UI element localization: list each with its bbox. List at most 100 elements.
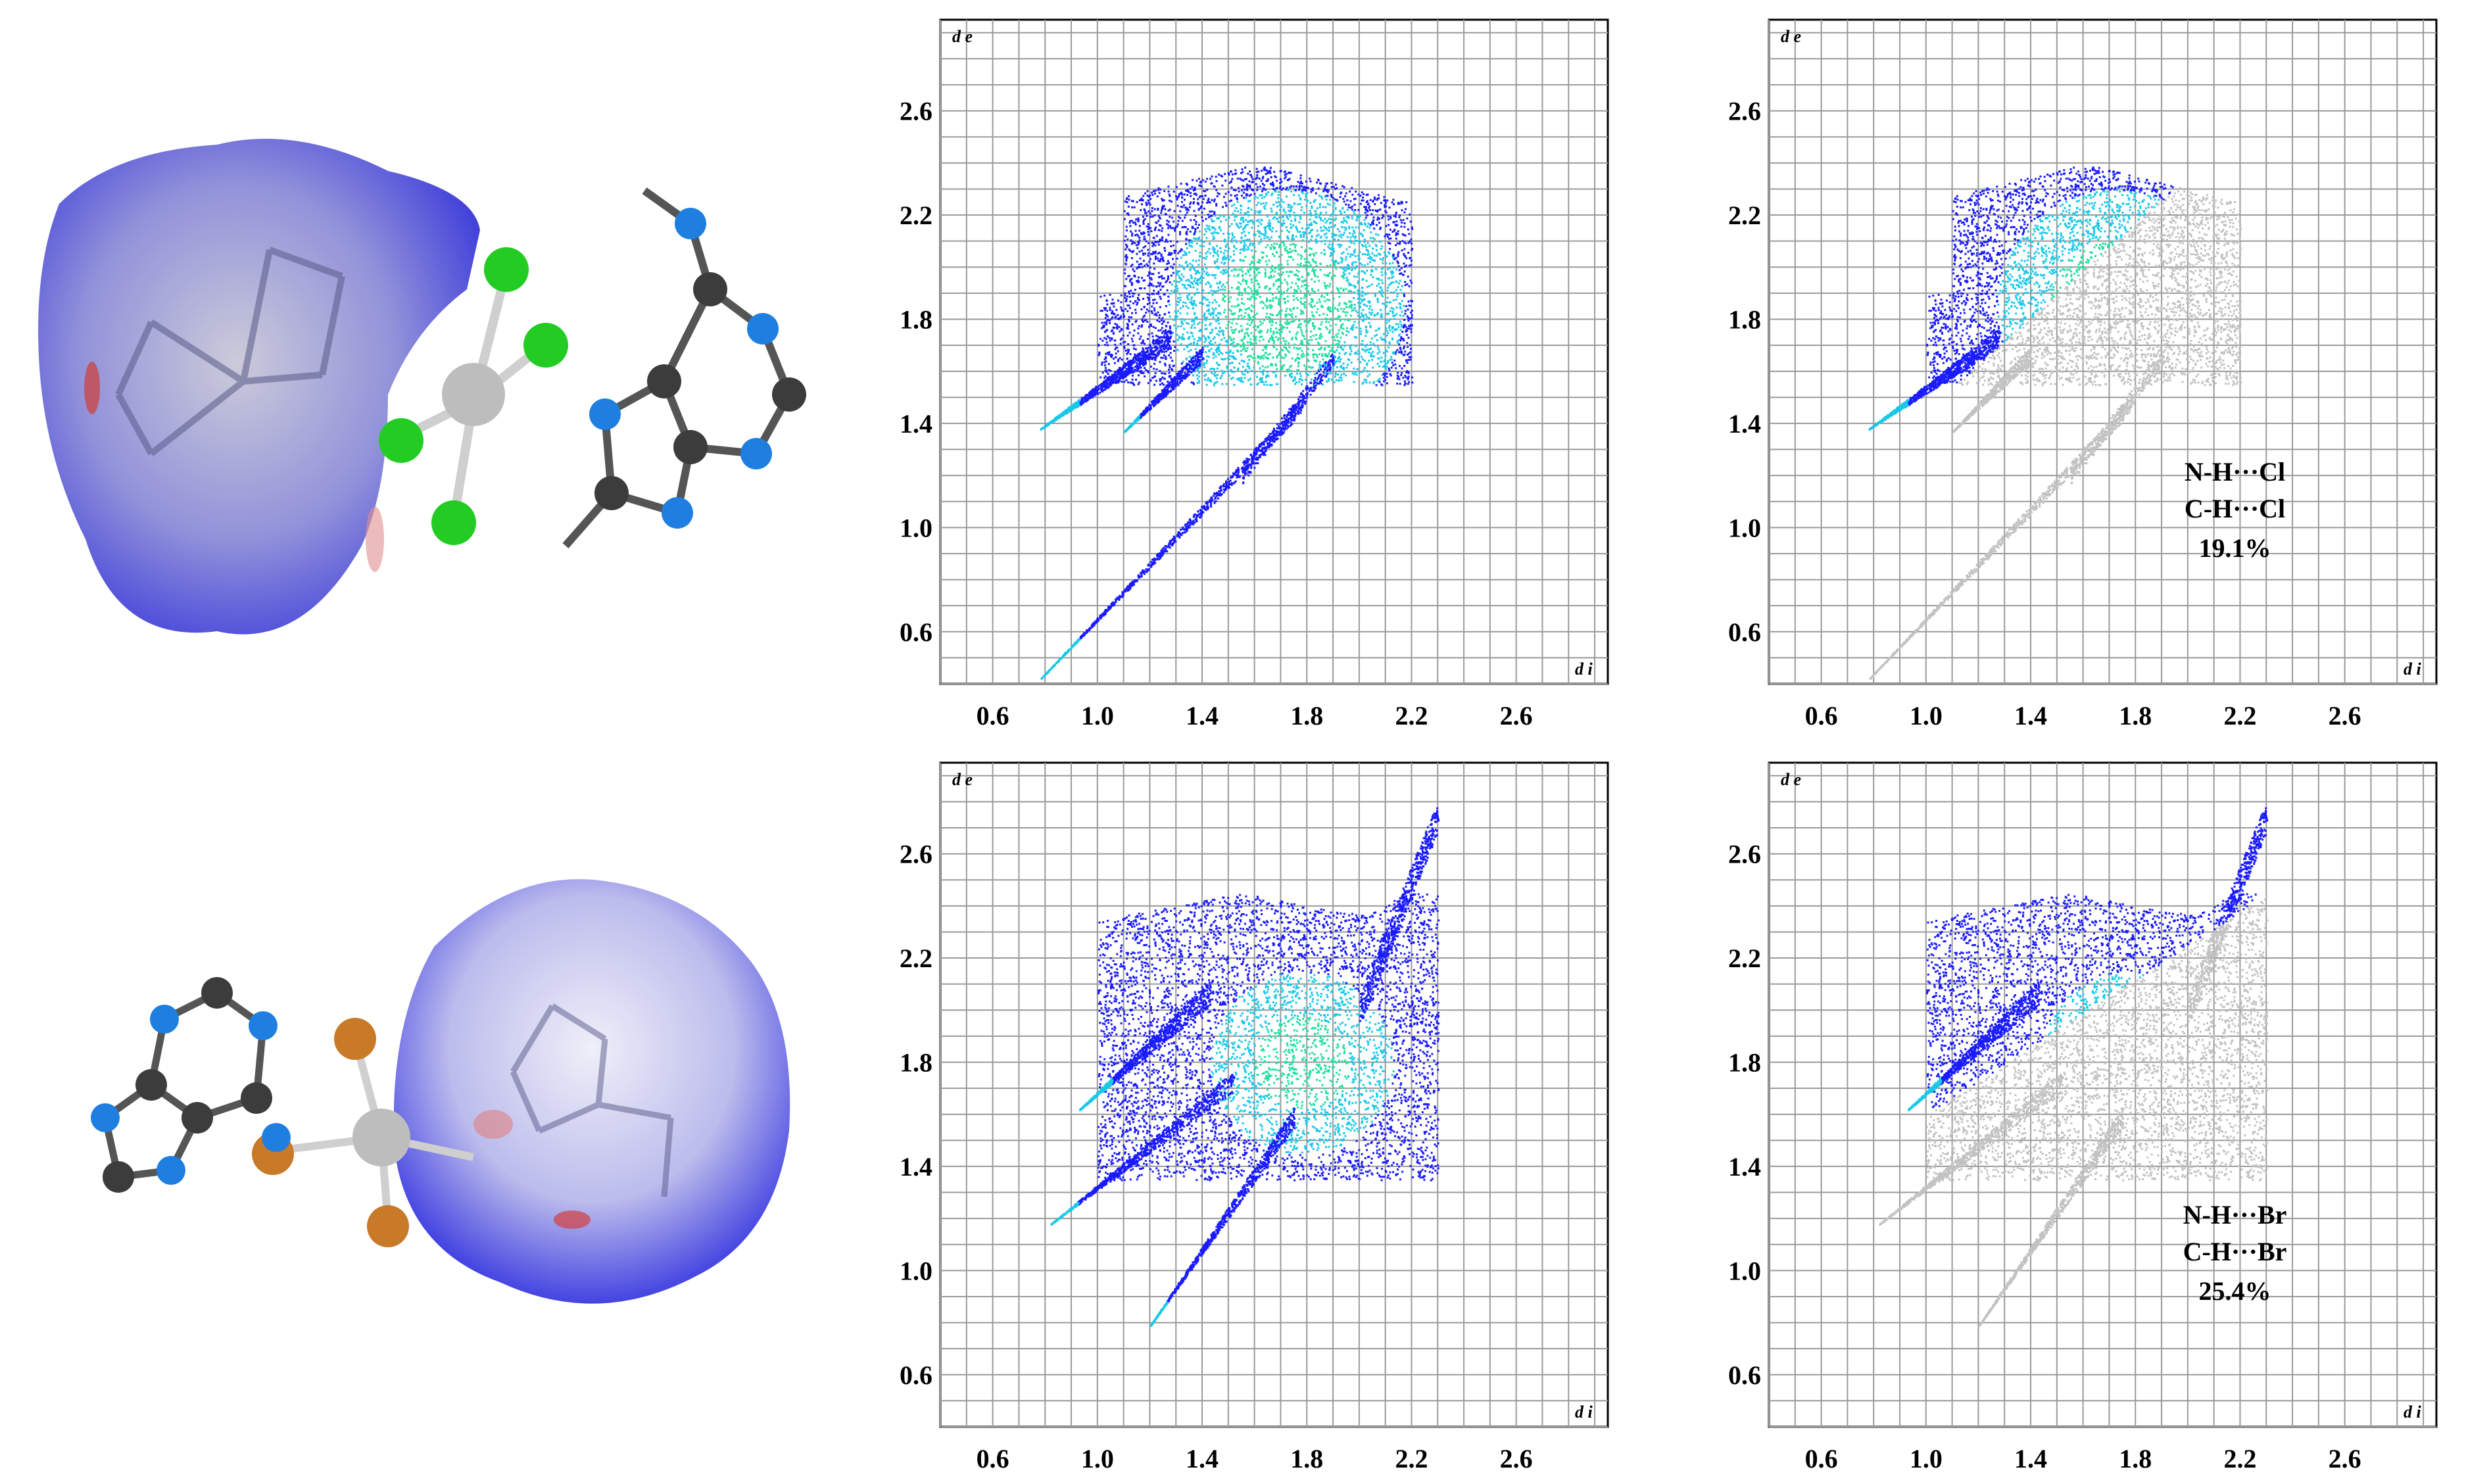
- data-point: [1140, 209, 1142, 212]
- data-point: [1369, 344, 1372, 347]
- data-point: [1295, 347, 1298, 350]
- data-point: [1313, 316, 1315, 318]
- data-point: [1313, 327, 1316, 330]
- data-point: [1325, 182, 1328, 185]
- data-point: [1218, 350, 1220, 352]
- data-point: [1334, 355, 1336, 358]
- data-point: [1219, 289, 1222, 291]
- data-point: [1310, 304, 1313, 306]
- data-point: [1294, 358, 1297, 361]
- data-point: [1303, 337, 1306, 340]
- data-point: [1161, 197, 1163, 200]
- data-point: [1252, 242, 1255, 245]
- data-point: [1388, 262, 1391, 265]
- data-point: [1185, 232, 1188, 235]
- data-point: [1125, 371, 1128, 373]
- data-point: [1315, 311, 1318, 314]
- data-point: [1121, 337, 1123, 340]
- data-point: [1244, 373, 1246, 376]
- data-point: [1272, 297, 1274, 300]
- data-point: [1370, 352, 1372, 355]
- data-point: [1270, 384, 1273, 387]
- data-point: [1143, 232, 1146, 235]
- data-point: [1305, 180, 1307, 183]
- data-point: [1389, 373, 1391, 375]
- data-point: [1303, 284, 1306, 287]
- data-point: [1261, 190, 1263, 193]
- data-point: [1285, 314, 1288, 317]
- data-point: [1353, 381, 1355, 383]
- data-point: [1172, 365, 1174, 368]
- data-point: [1153, 343, 1155, 345]
- data-point: [1391, 270, 1393, 272]
- data-point: [1345, 366, 1348, 369]
- data-point: [1139, 364, 1142, 367]
- data-point: [1151, 207, 1153, 210]
- data-point: [1403, 380, 1406, 383]
- data-point: [1226, 323, 1229, 326]
- data-point: [1110, 318, 1113, 320]
- data-point: [1403, 295, 1406, 297]
- data-point: [1378, 252, 1380, 255]
- data-point: [1342, 327, 1345, 330]
- data-point: [1222, 270, 1225, 273]
- data-point: [1404, 382, 1407, 385]
- data-point: [1397, 233, 1399, 235]
- data-point: [1249, 170, 1251, 173]
- data-point: [1330, 218, 1332, 220]
- data-point: [1232, 189, 1235, 191]
- data-point: [1140, 199, 1142, 201]
- data-point: [1303, 258, 1306, 260]
- data-point: [1105, 360, 1107, 363]
- data-point: [1207, 197, 1210, 200]
- data-point: [1250, 304, 1253, 307]
- data-point: [1395, 367, 1397, 370]
- data-point: [1343, 372, 1345, 375]
- data-point: [1158, 285, 1161, 287]
- data-point: [1200, 275, 1203, 277]
- data-point: [1117, 350, 1119, 352]
- data-point: [1169, 325, 1171, 328]
- data-point: [1211, 307, 1214, 310]
- data-point: [1194, 214, 1197, 217]
- data-point: [1189, 301, 1192, 304]
- data-point: [1369, 209, 1372, 212]
- data-point: [1219, 229, 1222, 231]
- data-point: [1251, 226, 1253, 229]
- data-point: [1290, 310, 1292, 312]
- data-point: [1247, 319, 1250, 322]
- data-point: [1275, 322, 1278, 324]
- data-point: [1169, 240, 1172, 243]
- data-point: [1253, 233, 1256, 235]
- data-point: [1217, 344, 1220, 347]
- data-point: [1278, 255, 1280, 258]
- data-point: [1289, 366, 1292, 368]
- data-point: [1309, 265, 1312, 268]
- data-point: [1149, 282, 1151, 285]
- data-point: [1284, 347, 1287, 349]
- data-point: [1133, 329, 1136, 332]
- data-point: [1322, 306, 1324, 308]
- data-point: [1135, 320, 1138, 322]
- data-point: [1389, 271, 1392, 274]
- data-point: [1152, 243, 1155, 246]
- data-point: [1143, 306, 1146, 308]
- data-point: [1355, 351, 1357, 354]
- data-point: [1249, 263, 1251, 266]
- data-point: [1386, 233, 1389, 236]
- data-point: [1403, 211, 1406, 214]
- data-point: [1150, 283, 1153, 285]
- data-point: [1194, 230, 1197, 233]
- data-point: [1208, 216, 1211, 218]
- data-point: [1211, 220, 1213, 223]
- data-point: [1128, 316, 1130, 318]
- data-point: [1390, 307, 1393, 310]
- data-point: [1386, 297, 1389, 299]
- data-point: [1340, 256, 1342, 259]
- data-point: [1111, 329, 1114, 331]
- data-point: [1372, 366, 1374, 369]
- data-point: [1378, 379, 1380, 381]
- data-point: [1284, 211, 1287, 214]
- data-point: [1230, 239, 1233, 241]
- data-point: [1202, 364, 1205, 366]
